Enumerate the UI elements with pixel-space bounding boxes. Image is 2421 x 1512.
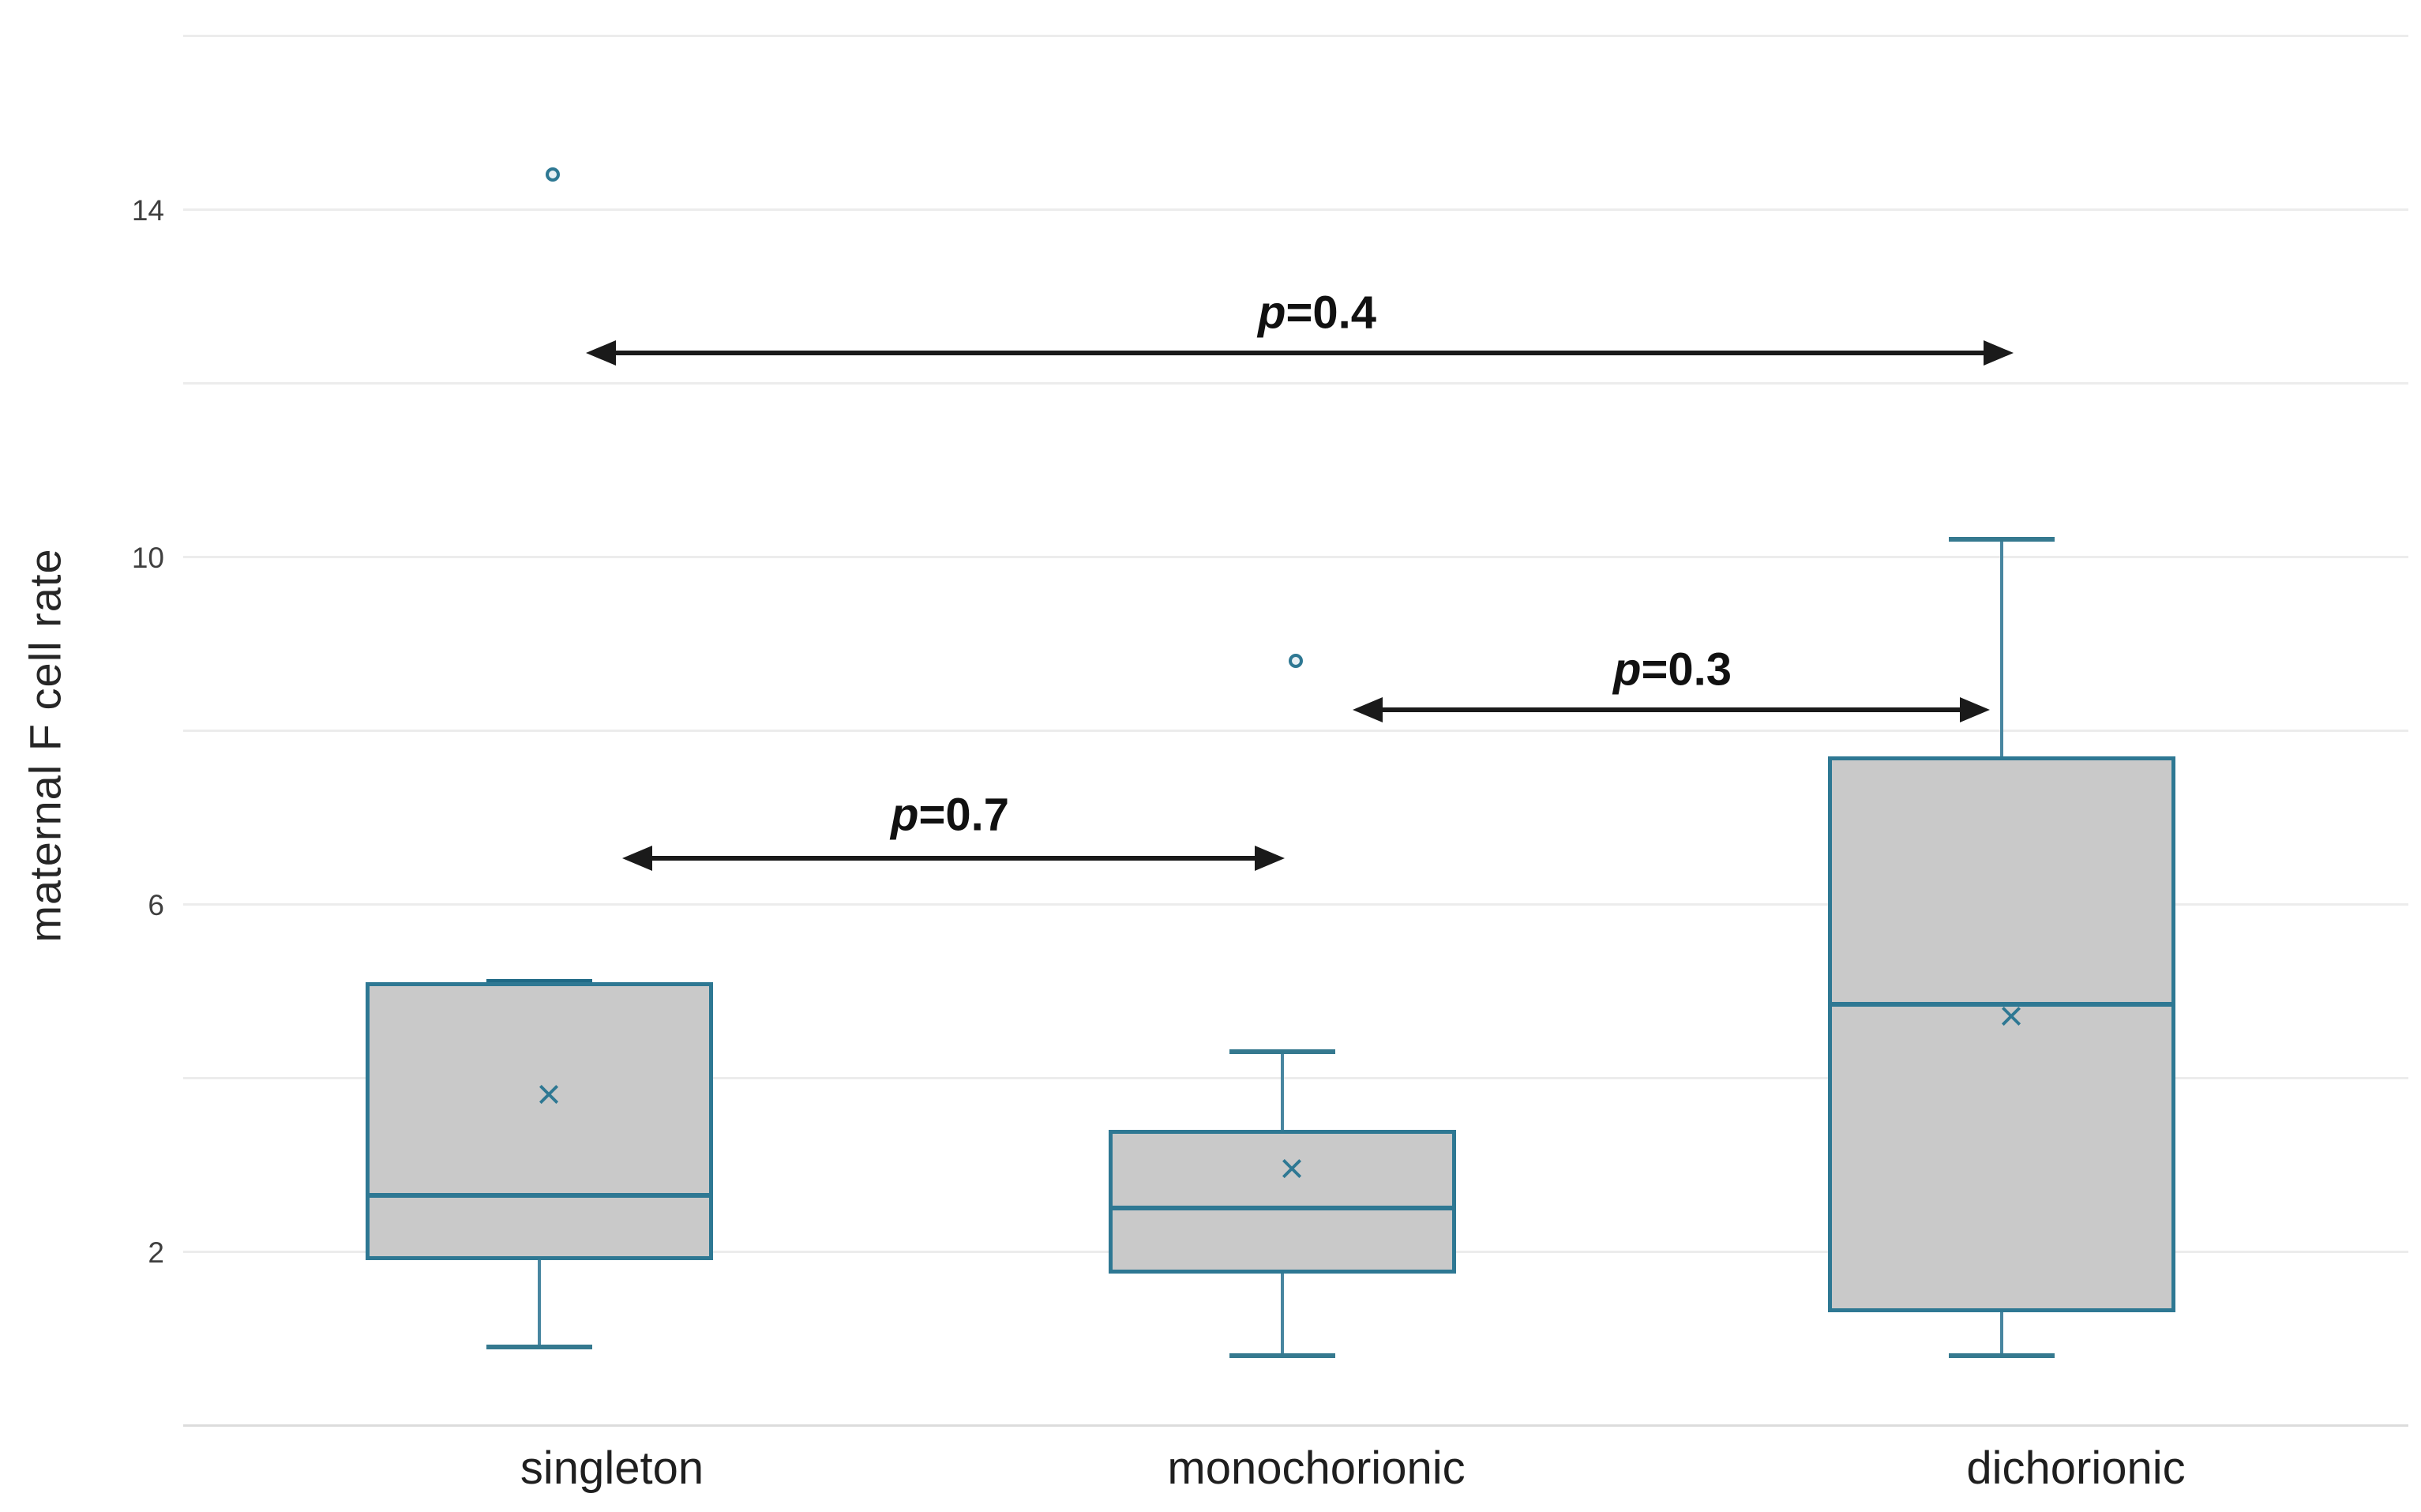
outlier-point-monochorionic	[1289, 654, 1303, 668]
gridline	[183, 35, 2408, 37]
arrow-line-p-singleton-dichorionic	[610, 351, 1990, 355]
gridline	[183, 903, 2408, 906]
lower-whisker-monochorionic	[1281, 1273, 1284, 1356]
gridline	[183, 382, 2408, 385]
box-singleton	[366, 982, 713, 1260]
lower-whisker-cap-monochorionic	[1229, 1353, 1335, 1358]
x-axis-label-monochorionic: monochorionic	[1167, 1443, 1466, 1494]
upper-whisker-monochorionic	[1281, 1052, 1284, 1130]
upper-whisker-cap-monochorionic	[1229, 1049, 1335, 1054]
upper-whisker-dichorionic	[2000, 539, 2003, 756]
p-value-label-p-monochorionic-dichorionic: p=0.3	[1613, 643, 1732, 696]
median-line-singleton	[370, 1192, 709, 1198]
gridline	[183, 556, 2408, 558]
mean-marker-singleton: ×	[536, 1070, 561, 1118]
median-line-monochorionic	[1113, 1206, 1452, 1210]
lower-whisker-cap-dichorionic	[1949, 1353, 2055, 1358]
arrowhead-right-p-monochorionic-dichorionic	[1960, 697, 1990, 722]
x-axis-baseline	[183, 1424, 2408, 1427]
box-monochorionic	[1109, 1130, 1456, 1274]
arrowhead-right-p-singleton-monochorionic	[1255, 846, 1285, 871]
y-tick-label: 10	[131, 542, 164, 574]
gridline	[183, 1077, 2408, 1079]
p-value-label-p-singleton-monochorionic: p=0.7	[891, 789, 1009, 841]
y-tick-label: 14	[131, 194, 164, 227]
lower-whisker-singleton	[538, 1260, 541, 1347]
box-dichorionic	[1828, 756, 2175, 1312]
x-axis-label-dichorionic: dichorionic	[1966, 1443, 2186, 1494]
outlier-point-singleton	[546, 167, 560, 182]
y-tick-label: 2	[148, 1236, 164, 1269]
upper-whisker-cap-dichorionic	[1949, 537, 2055, 542]
arrowhead-left-p-singleton-dichorionic	[586, 340, 616, 366]
mean-marker-dichorionic: ×	[1999, 992, 2024, 1040]
gridline	[183, 730, 2408, 732]
arrowhead-left-p-monochorionic-dichorionic	[1353, 697, 1383, 722]
lower-whisker-cap-singleton	[486, 1345, 592, 1349]
mean-marker-monochorionic: ×	[1279, 1144, 1304, 1192]
y-tick-label: 6	[148, 889, 164, 921]
arrowhead-right-p-singleton-dichorionic	[1984, 340, 2014, 366]
y-axis-title: maternal F cell rate	[20, 548, 70, 943]
arrow-line-p-monochorionic-dichorionic	[1376, 707, 1966, 712]
arrow-line-p-singleton-monochorionic	[646, 856, 1261, 861]
gridline	[183, 208, 2408, 211]
median-line-dichorionic	[1832, 1001, 2171, 1007]
arrowhead-left-p-singleton-monochorionic	[622, 846, 652, 871]
lower-whisker-dichorionic	[2000, 1312, 2003, 1356]
x-axis-label-singleton: singleton	[520, 1443, 704, 1494]
p-value-label-p-singleton-dichorionic: p=0.4	[1258, 287, 1376, 339]
